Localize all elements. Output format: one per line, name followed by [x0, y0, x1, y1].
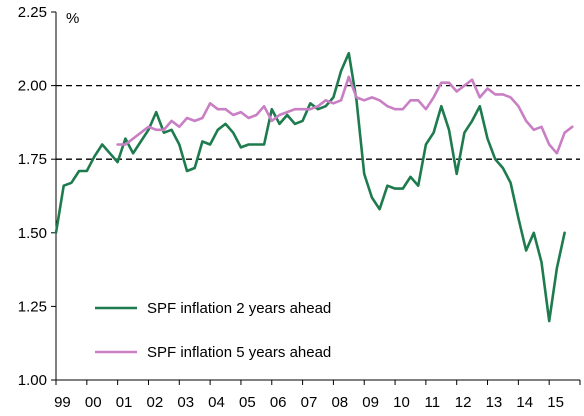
- reference-lines: [56, 84, 580, 160]
- series-lines: [54, 51, 574, 323]
- x-tick-label: 05: [239, 394, 256, 411]
- x-tick-label: 03: [177, 394, 194, 411]
- y-tick-label: 1.50: [18, 225, 47, 242]
- legend-label: SPF inflation 5 years ahead: [147, 344, 331, 361]
- x-tick-label: 13: [486, 394, 503, 411]
- y-tick-label: 1.75: [18, 151, 47, 168]
- legend: SPF inflation 2 years ahead SPF inflation…: [95, 300, 331, 361]
- y-tick-label: 1.25: [18, 298, 47, 315]
- y-axis-unit-label: %: [66, 10, 79, 27]
- x-tick-label: 99: [54, 394, 71, 411]
- x-tick-label: 14: [516, 394, 533, 411]
- axes: [55, 12, 580, 381]
- y-tick-label: 2.25: [18, 4, 47, 21]
- x-tick-label: 08: [331, 394, 348, 411]
- x-tick-label: 07: [301, 394, 318, 411]
- x-tick-label: 06: [270, 394, 287, 411]
- x-tick-label: 04: [208, 394, 225, 411]
- x-tick-label: 09: [362, 394, 379, 411]
- y-tick-label: 1.00: [18, 372, 47, 389]
- x-tick-label: 11: [425, 394, 441, 411]
- x-tick-label: 15: [547, 394, 564, 411]
- x-tick-label: 02: [147, 394, 164, 411]
- x-tick-label: 10: [393, 394, 410, 411]
- legend-label: SPF inflation 2 years ahead: [147, 300, 331, 317]
- x-axis-ticks: 99 00 01 02 03 04 05 06 07 08 09 10 11 12 13 14 15: [54, 380, 581, 411]
- y-tick-label: 2.00: [18, 78, 47, 95]
- x-tick-label: 01: [116, 394, 133, 411]
- x-tick-label: 12: [455, 394, 472, 411]
- x-tick-label: 00: [85, 394, 102, 411]
- series-line-5y: [116, 75, 574, 155]
- series-line-2y: [54, 51, 566, 323]
- y-axis-ticks: 1.00 1.25 1.50 1.75 2.00 2.25: [18, 4, 56, 389]
